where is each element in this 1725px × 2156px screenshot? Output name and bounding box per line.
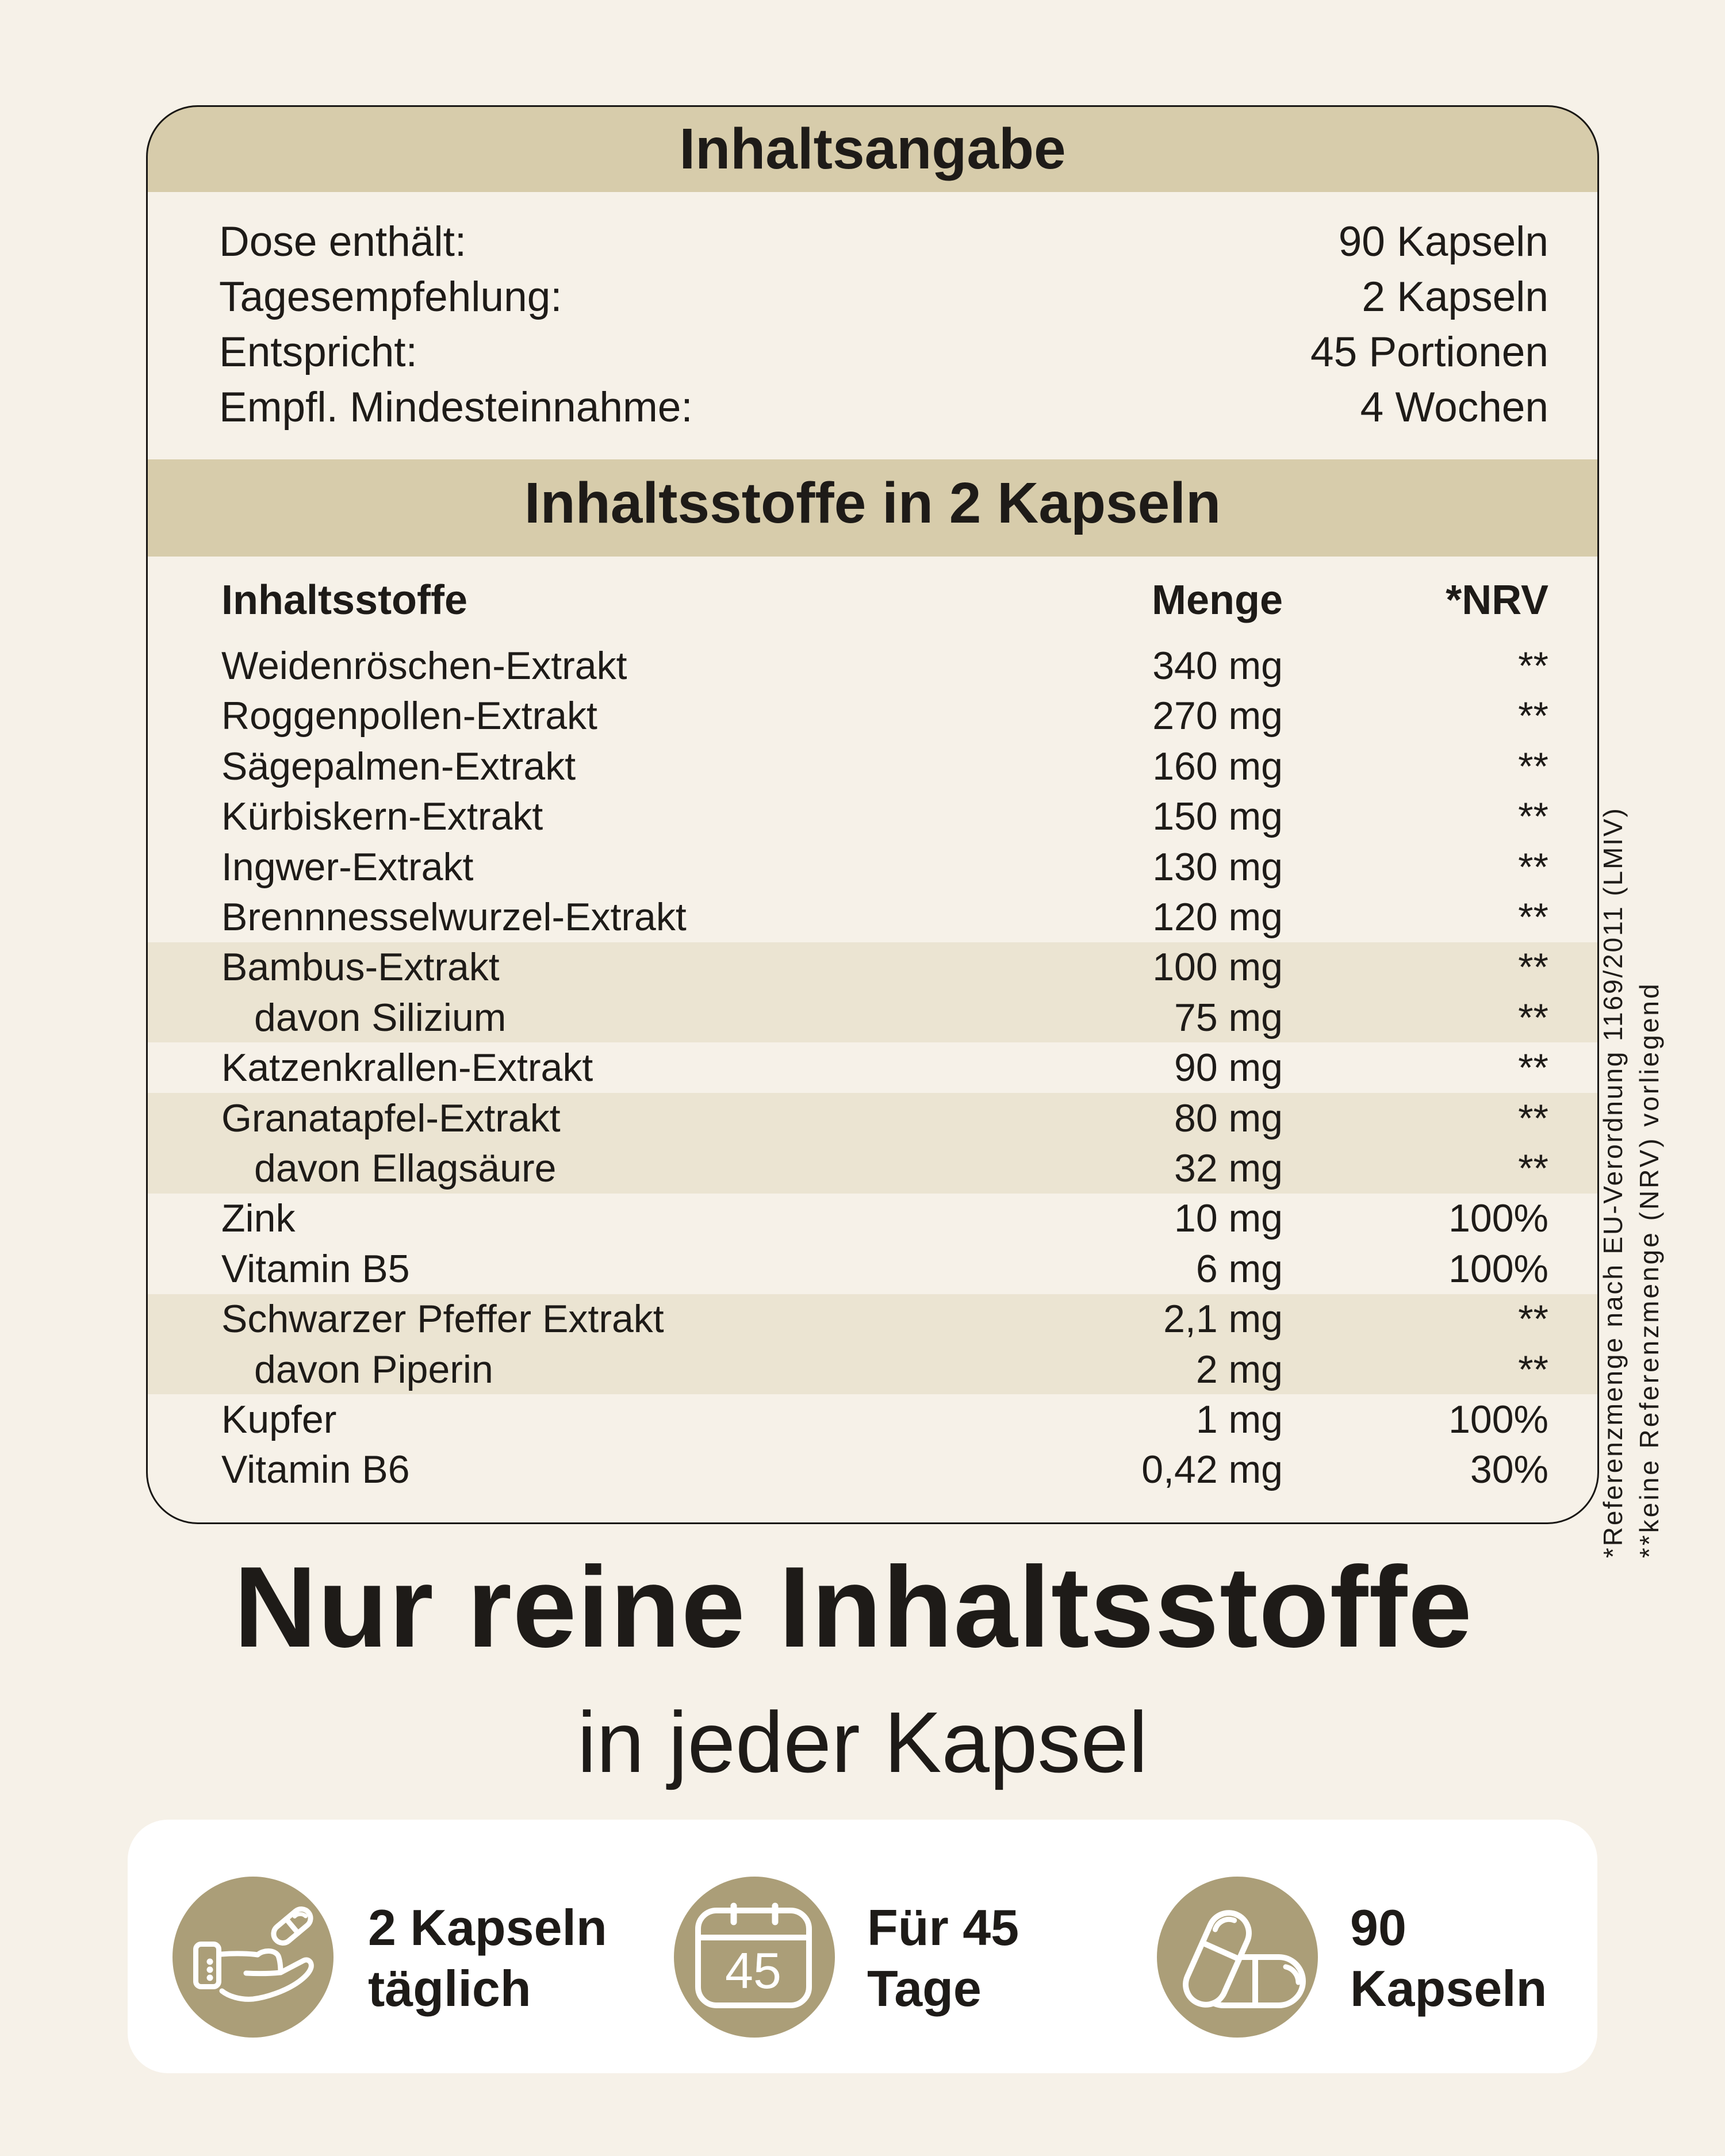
svg-text:45: 45 — [725, 1942, 781, 1999]
